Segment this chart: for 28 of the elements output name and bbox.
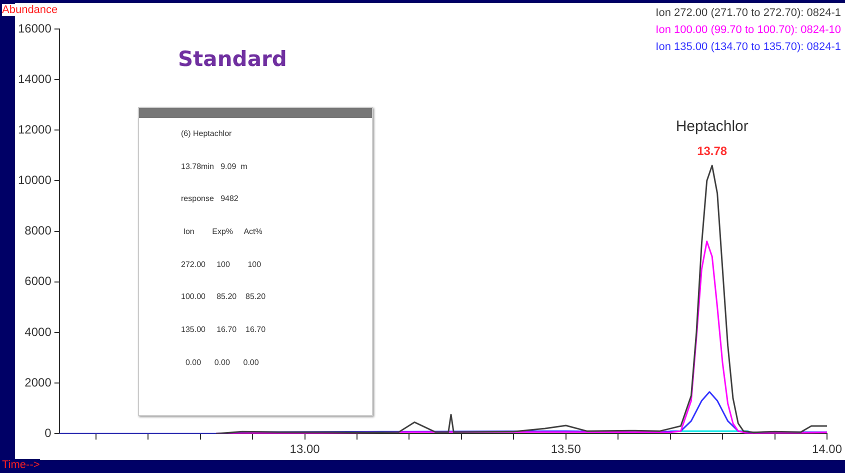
x-tick-label: 14.00 (812, 442, 842, 456)
y-tick-label: 2000 (24, 375, 52, 390)
y-tick-label: 12000 (18, 122, 52, 136)
text: Ion 272.00 (271.70 to 272.70): 0824-1 (656, 6, 841, 21)
annotation: 13.78min 9.09 m (181, 160, 248, 173)
x-axis-title: Time--> (2, 459, 40, 471)
y-tick-label: 6000 (24, 274, 52, 288)
y-axis-title: Abundance (2, 4, 58, 16)
annotation: Heptachlor (676, 118, 748, 135)
text: Ion 100.00 (99.70 to 100.70): 0824-10 (656, 23, 841, 38)
x-tick-label: 13.50 (550, 442, 582, 456)
y-tick-label: 10000 (18, 173, 52, 188)
y-tick-label: 4000 (24, 324, 52, 339)
y-tick-label: 14000 (18, 72, 52, 86)
y-tick-label: 0 (44, 426, 52, 440)
annotation: 0.00 0.00 0.00 (184, 356, 260, 369)
annotation: response 9482 (181, 193, 240, 206)
annotation: (6) Heptachlor (181, 128, 233, 140)
annotation: 135.00 16.70 16.70 (181, 324, 267, 336)
y-tick-label: 8000 (24, 224, 52, 238)
annotation: 272.00 100 100 (181, 258, 262, 271)
x-tick-label: 13.00 (290, 442, 320, 456)
text: Ion 135.00 (134.70 to 135.70): 0824-1 (656, 40, 841, 55)
annotation: Ion Exp% Act% (182, 226, 264, 238)
annotation: 100.00 85.20 85.20 (181, 291, 267, 304)
y-tick-label: 16000 (18, 21, 52, 36)
text: Standard (178, 47, 287, 71)
annotation: 13.78 (697, 144, 728, 158)
